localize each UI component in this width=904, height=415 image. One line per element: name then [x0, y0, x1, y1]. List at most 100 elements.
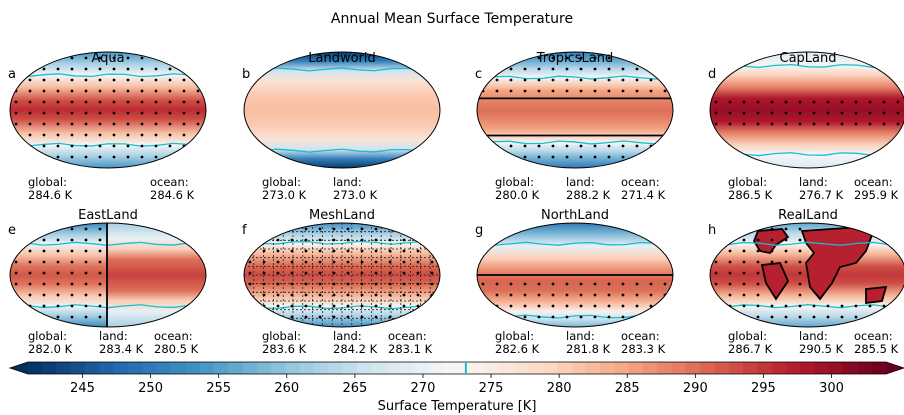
- stipple-dot: [551, 144, 555, 148]
- freezing-contour: [10, 241, 206, 246]
- stipple-dot: [593, 304, 597, 308]
- stipple-dot: [663, 282, 667, 286]
- stipple-dot: [416, 315, 420, 319]
- stipple-dot: [565, 304, 569, 308]
- stipple-dot: [868, 100, 872, 104]
- stipple-dot: [798, 227, 802, 231]
- stipple-dot: [374, 304, 378, 308]
- stipple-dot: [812, 100, 816, 104]
- stipple-dot: [840, 100, 844, 104]
- stipple-dot: [168, 89, 172, 93]
- stipple-dot: [98, 100, 102, 104]
- stipple-dot: [649, 56, 653, 60]
- stipple-dot: [140, 111, 144, 115]
- colorbar-bin: [328, 362, 344, 374]
- stipple-dot: [481, 304, 485, 308]
- significance-stippling: [714, 100, 900, 126]
- stipple-dot: [551, 315, 555, 319]
- colorbar-bin: [814, 362, 830, 374]
- stipple-dot: [812, 111, 816, 115]
- stipple-dot: [276, 227, 280, 231]
- stipple-dot: [318, 282, 322, 286]
- stipple-dot: [14, 249, 18, 253]
- stipple-dot: [509, 304, 513, 308]
- ocean-stat-value: 283.3 K: [621, 342, 666, 356]
- land-stat-label: land:: [99, 329, 128, 343]
- map-outline: [476, 51, 674, 169]
- stipple-dot: [98, 282, 102, 286]
- colorbar-bin: [171, 362, 186, 374]
- stipple-dot: [430, 282, 434, 286]
- stipple-dot: [798, 100, 802, 104]
- stipple-dot: [262, 249, 266, 253]
- colorbar-bin: [28, 362, 43, 374]
- stipple-dot: [784, 100, 788, 104]
- stipple-dot: [621, 78, 625, 82]
- colorbar-label: Surface Temperature [K]: [378, 399, 537, 414]
- stipple-dot: [126, 111, 130, 115]
- stipple-dot: [798, 271, 802, 275]
- stipple-dot: [56, 122, 60, 126]
- stipple-dot: [537, 293, 541, 297]
- stipple-dot: [649, 304, 653, 308]
- stipple-dot: [579, 56, 583, 60]
- stipple-dot: [770, 111, 774, 115]
- stipple-dot: [84, 227, 88, 231]
- stipple-dot: [318, 315, 322, 319]
- stipple-dot: [84, 304, 88, 308]
- stipple-dot: [182, 89, 186, 93]
- stipple-dot: [304, 238, 308, 242]
- stipple-dot: [42, 227, 46, 231]
- stipple-dot: [28, 100, 32, 104]
- stipple-dot: [140, 100, 144, 104]
- global-stat-value: 286.7 K: [728, 342, 773, 356]
- stipple-dot: [374, 227, 378, 231]
- stipple-dot: [635, 67, 639, 71]
- stipple-dot: [374, 282, 378, 286]
- freezing-contour: [244, 148, 440, 153]
- colorbar-bin: [371, 362, 386, 374]
- ocean-stat-value: 283.1 K: [388, 342, 433, 356]
- ocean-stat-value: 284.6 K: [150, 188, 195, 202]
- stipple-dot: [98, 315, 102, 319]
- stipple-dot: [262, 271, 266, 275]
- stipple-dot: [70, 315, 74, 319]
- stipple-dot: [537, 155, 541, 159]
- stipple-dot: [154, 122, 158, 126]
- stipple-dot: [523, 155, 527, 159]
- stipple-dot: [509, 78, 513, 82]
- ocean-stat-label: ocean:: [150, 175, 189, 189]
- stipple-dot: [728, 122, 732, 126]
- colorbar-bin: [542, 362, 558, 374]
- stipple-dot: [416, 282, 420, 286]
- land-stat-label: land:: [566, 175, 595, 189]
- map-outline: [476, 222, 674, 328]
- colorbar-bin: [285, 362, 301, 374]
- map-outline: [709, 51, 904, 169]
- land-stat-label: land:: [333, 329, 362, 343]
- stipple-dot: [523, 56, 527, 60]
- stipple-dot: [70, 89, 74, 93]
- global-stat-value: 286.5 K: [728, 188, 773, 202]
- stipple-dot: [649, 89, 653, 93]
- stipple-dot: [621, 293, 625, 297]
- map-field: [244, 223, 440, 327]
- stipple-dot: [70, 122, 74, 126]
- stipple-dot: [635, 56, 639, 60]
- stipple-dot: [42, 282, 46, 286]
- colorbar-tick-label: 290: [683, 381, 708, 396]
- stipple-dot: [42, 271, 46, 275]
- colorbar-bin: [600, 362, 615, 374]
- stipple-dot: [112, 89, 116, 93]
- panel-letter: e: [8, 223, 16, 238]
- stipple-dot: [28, 89, 32, 93]
- stipple-dot: [42, 133, 46, 137]
- stipple-dot: [248, 304, 252, 308]
- stipple-dot: [112, 144, 116, 148]
- stipple-dot: [84, 155, 88, 159]
- stipple-dot: [70, 249, 74, 253]
- stipple-dot: [290, 304, 294, 308]
- stipple-dot: [56, 100, 60, 104]
- stipple-dot: [714, 271, 718, 275]
- stipple-dot: [826, 111, 830, 115]
